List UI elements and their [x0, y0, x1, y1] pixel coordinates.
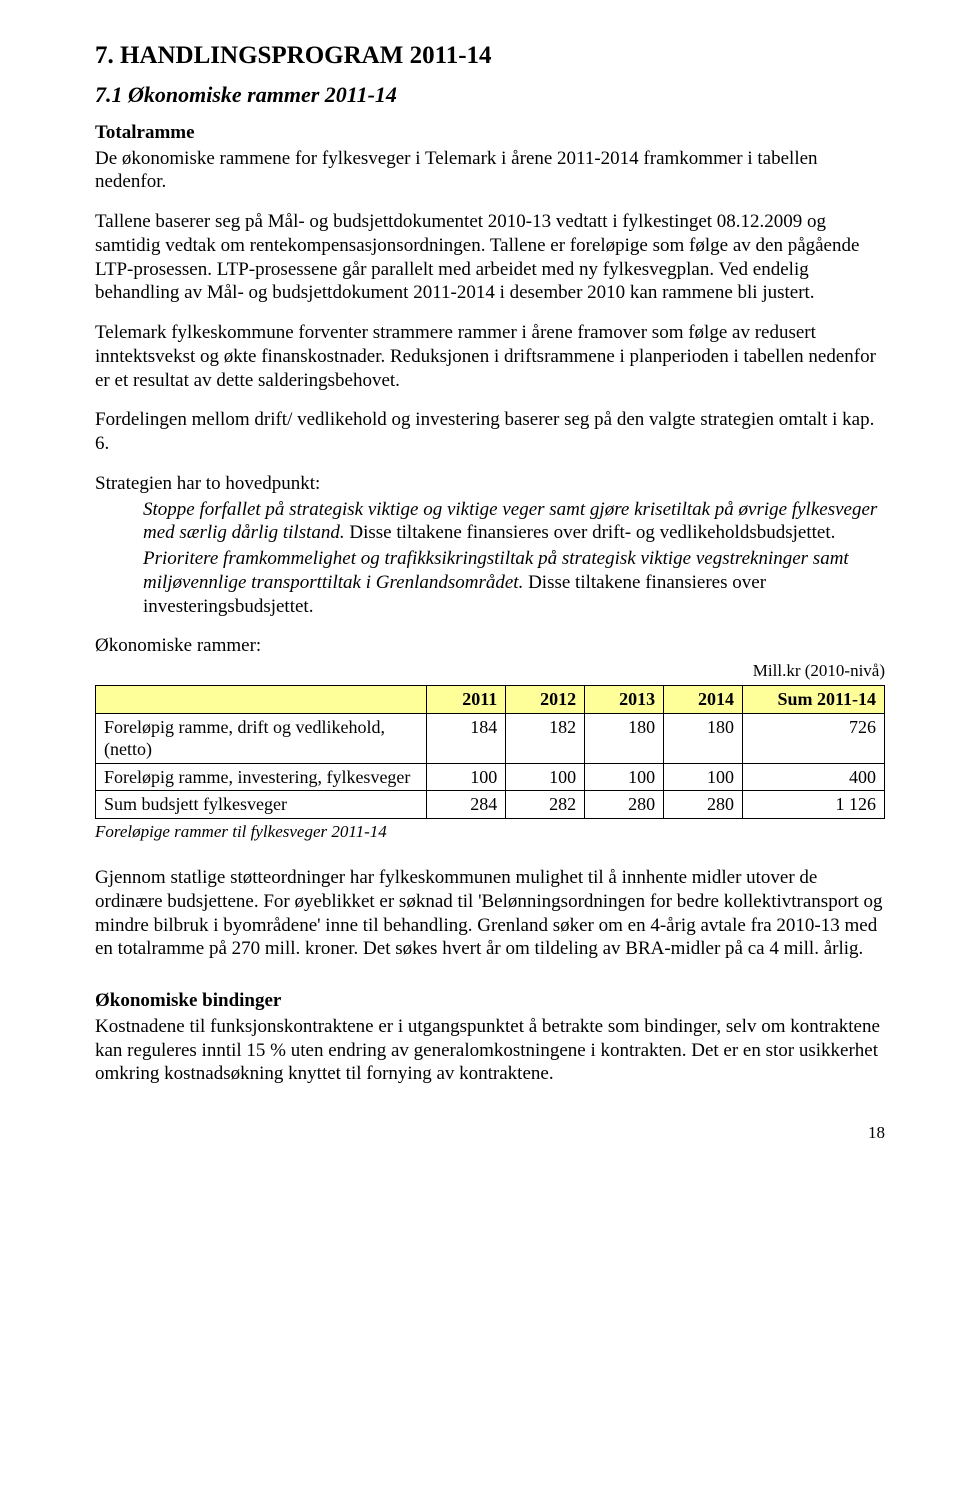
strategy-list: Stoppe forfallet på strategisk viktige o… — [95, 498, 885, 619]
table-unit-note: Mill.kr (2010-nivå) — [95, 660, 885, 681]
table-row: Foreløpig ramme, drift og vedlikehold, (… — [96, 713, 885, 763]
table-caption: Foreløpige rammer til fylkesveger 2011-1… — [95, 821, 885, 842]
table-row: Foreløpig ramme, investering, fylkesvege… — [96, 763, 885, 791]
table-cell: 184 — [427, 713, 506, 763]
section-bindinger-title: Økonomiske bindinger — [95, 989, 885, 1013]
paragraph: Kostnadene til funksjonskontraktene er i… — [95, 1015, 885, 1086]
list-item-text: Disse tiltakene finansieres over drift- … — [345, 522, 836, 543]
rammer-label: Økonomiske rammer: — [95, 634, 885, 658]
table-cell: 100 — [585, 763, 664, 791]
table-cell: 280 — [664, 791, 743, 819]
table-cell: 726 — [742, 713, 884, 763]
table-cell: Foreløpig ramme, investering, fylkesvege… — [96, 763, 427, 791]
table-header-cell: 2012 — [506, 686, 585, 714]
table-cell: Sum budsjett fylkesveger — [96, 791, 427, 819]
section-totalramme-title: Totalramme — [95, 121, 885, 145]
table: 2011 2012 2013 2014 Sum 2011-14 Foreløpi… — [95, 685, 885, 819]
paragraph: Gjennom statlige støtteordninger har fyl… — [95, 866, 885, 961]
paragraph: Tallene baserer seg på Mål- og budsjettd… — [95, 210, 885, 305]
page-number: 18 — [95, 1122, 885, 1143]
table-header-cell: Sum 2011-14 — [742, 686, 884, 714]
table-cell: Foreløpig ramme, drift og vedlikehold, (… — [96, 713, 427, 763]
table-cell: 100 — [506, 763, 585, 791]
table-header-cell: 2013 — [585, 686, 664, 714]
budget-table: 2011 2012 2013 2014 Sum 2011-14 Foreløpi… — [95, 685, 885, 819]
table-cell: 180 — [585, 713, 664, 763]
list-item: Stoppe forfallet på strategisk viktige o… — [143, 498, 885, 546]
paragraph: De økonomiske rammene for fylkesveger i … — [95, 147, 885, 195]
table-cell: 100 — [664, 763, 743, 791]
table-header-cell: 2011 — [427, 686, 506, 714]
heading-2: 7.1 Økonomiske rammer 2011-14 — [95, 81, 885, 109]
table-header-cell — [96, 686, 427, 714]
table-header-cell: 2014 — [664, 686, 743, 714]
table-cell: 100 — [427, 763, 506, 791]
table-cell: 182 — [506, 713, 585, 763]
paragraph: Strategien har to hovedpunkt: — [95, 472, 885, 496]
table-cell: 280 — [585, 791, 664, 819]
paragraph: Telemark fylkeskommune forventer stramme… — [95, 321, 885, 392]
table-cell: 282 — [506, 791, 585, 819]
heading-1: 7. HANDLINGSPROGRAM 2011-14 — [95, 40, 885, 71]
table-cell: 400 — [742, 763, 884, 791]
table-cell: 1 126 — [742, 791, 884, 819]
table-header-row: 2011 2012 2013 2014 Sum 2011-14 — [96, 686, 885, 714]
table-row: Sum budsjett fylkesveger 284 282 280 280… — [96, 791, 885, 819]
table-cell: 284 — [427, 791, 506, 819]
list-item: Prioritere framkommelighet og trafikksik… — [143, 547, 885, 618]
document-page: 7. HANDLINGSPROGRAM 2011-14 7.1 Økonomis… — [0, 0, 960, 1183]
table-cell: 180 — [664, 713, 743, 763]
paragraph: Fordelingen mellom drift/ vedlikehold og… — [95, 408, 885, 456]
